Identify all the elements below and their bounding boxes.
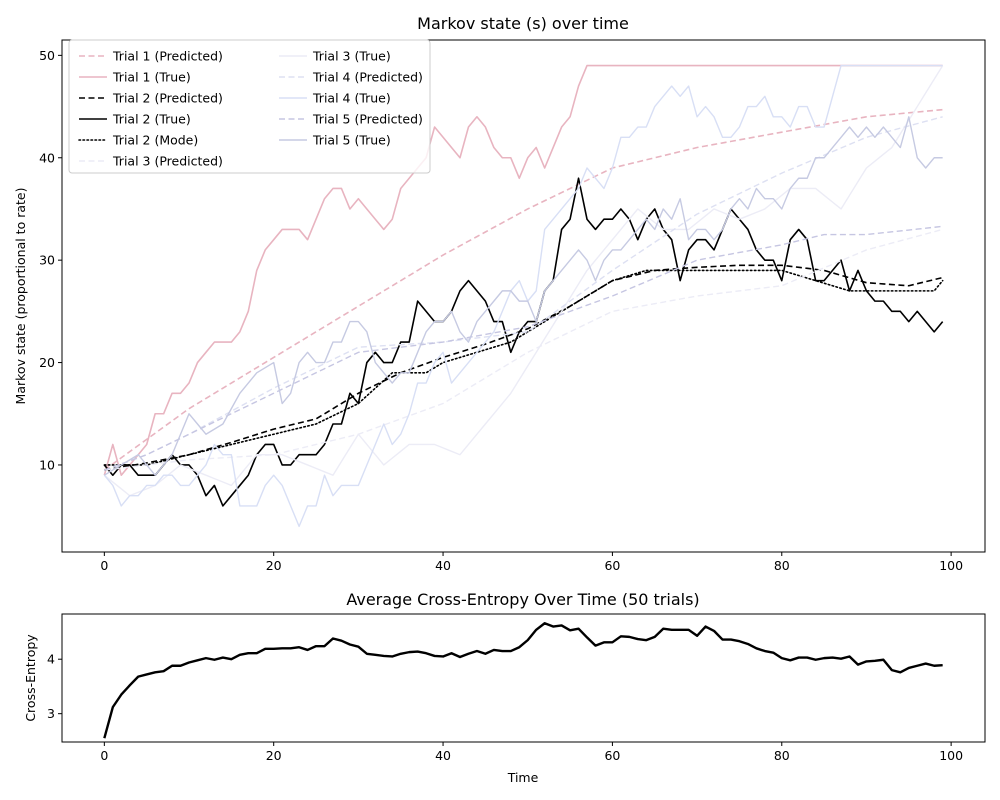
chart-title: Average Cross-Entropy Over Time (50 tria… <box>346 590 699 609</box>
plot-frame <box>61 613 986 743</box>
x-tick-label: 60 <box>604 558 620 573</box>
legend-label-8: Trial 4 (True) <box>312 91 391 106</box>
chart-title: Markov state (s) over time <box>417 14 629 33</box>
y-axis: 10 20 30 40 50 <box>39 48 62 472</box>
series-line-10 <box>103 116 943 476</box>
y-tick-label: 50 <box>39 48 55 63</box>
legend-label-2: Trial 2 (Predicted) <box>112 91 223 106</box>
legend: Trial 1 (Predicted) Trial 1 (True) Trial 2… <box>68 39 431 174</box>
y-axis-label: Cross-Entropy <box>23 634 38 722</box>
x-axis: 0 20 40 60 80 100 <box>100 552 963 573</box>
series-layer <box>103 64 944 528</box>
x-tick-label: 40 <box>435 558 451 573</box>
y-tick-label: 30 <box>39 253 55 268</box>
legend-label-3: Trial 2 (True) <box>112 112 191 127</box>
x-tick-label: 0 <box>100 748 108 763</box>
x-tick-label: 80 <box>774 748 790 763</box>
series-line-6 <box>103 65 944 497</box>
y-tick-label: 20 <box>39 355 55 370</box>
y-tick-label: 40 <box>39 150 55 165</box>
x-tick-label: 100 <box>939 748 963 763</box>
plot-frame <box>61 39 986 553</box>
x-tick-label: 0 <box>100 558 108 573</box>
y-tick-label: 3 <box>47 706 55 721</box>
legend-label-7: Trial 4 (Predicted) <box>312 70 423 85</box>
legend-label-6: Trial 3 (True) <box>312 49 391 64</box>
x-tick-label: 20 <box>266 558 282 573</box>
legend-label-0: Trial 1 (Predicted) <box>112 49 223 64</box>
series-layer <box>103 622 943 739</box>
series-line-2 <box>104 264 943 471</box>
legend-label-5: Trial 3 (Predicted) <box>112 154 223 169</box>
series-line-1 <box>103 64 943 476</box>
series-line-7 <box>104 116 943 471</box>
markov-state-chart: Markov state (s) over time Markov state … <box>13 14 986 573</box>
x-tick-label: 40 <box>435 748 451 763</box>
legend-label-4: Trial 2 (Mode) <box>112 133 198 148</box>
series-line-3 <box>103 177 944 507</box>
series-line-9 <box>104 225 943 471</box>
series-line-0 <box>103 622 943 739</box>
legend-label-9: Trial 5 (Predicted) <box>312 112 423 127</box>
legend-label-1: Trial 1 (True) <box>112 70 191 85</box>
series-line-5 <box>104 228 943 471</box>
series-line-8 <box>103 64 943 528</box>
legend-frame <box>68 39 431 174</box>
y-tick-label: 4 <box>47 652 55 667</box>
y-axis: 34 <box>47 652 62 721</box>
x-tick-label: 100 <box>939 558 963 573</box>
legend-label-10: Trial 5 (True) <box>312 133 391 148</box>
x-axis-label: Time <box>507 770 539 785</box>
x-tick-label: 60 <box>604 748 620 763</box>
y-tick-label: 10 <box>39 457 55 472</box>
x-tick-label: 80 <box>774 558 790 573</box>
x-tick-label: 20 <box>266 748 282 763</box>
y-axis-label: Markov state (proportional to rate) <box>13 188 28 405</box>
x-axis: 0 20 40 60 80 100 <box>100 742 963 763</box>
cross-entropy-chart: Average Cross-Entropy Over Time (50 tria… <box>23 590 986 785</box>
